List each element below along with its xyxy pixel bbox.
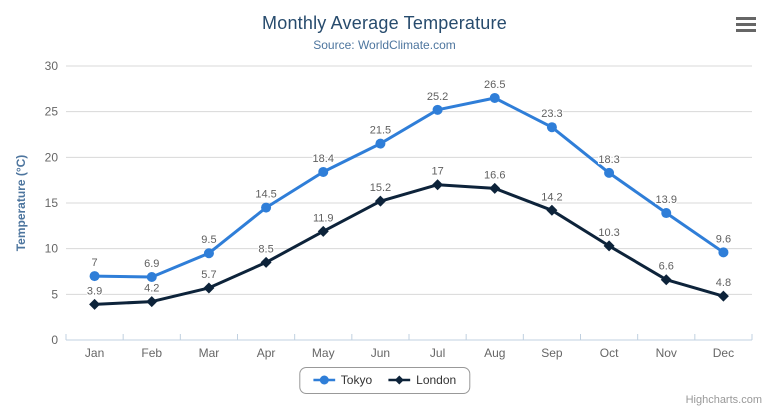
data-label: 14.2 [541,191,562,203]
data-point[interactable] [203,248,214,259]
x-tick-label: Oct [600,346,619,360]
diamond-marker-icon [388,375,411,385]
x-tick-label: Jan [85,346,104,360]
legend: Tokyo London [298,367,471,394]
data-point[interactable] [432,104,443,115]
data-point[interactable] [260,256,272,268]
data-label: 25.2 [427,91,448,103]
data-label: 21.5 [370,125,391,137]
data-label: 18.3 [598,154,619,166]
data-point[interactable] [317,225,329,237]
data-label: 4.2 [144,283,159,295]
data-label: 15.2 [370,182,391,194]
series-line [93,183,725,306]
x-tick-label: May [312,346,335,360]
x-tick-label: Apr [257,346,276,360]
data-point[interactable] [89,298,101,310]
x-tick-label: Aug [484,346,505,360]
x-tick-label: Sep [541,346,563,360]
data-label: 5.7 [201,269,216,281]
data-label: 13.9 [656,194,677,206]
data-label: 17 [431,166,443,178]
y-tick-label: 20 [45,150,59,164]
y-tick-label: 30 [45,59,59,73]
legend-item-tokyo[interactable]: Tokyo [312,373,373,387]
data-point[interactable] [717,290,729,302]
credits-link[interactable]: Highcharts.com [685,394,762,406]
data-point[interactable] [546,204,558,216]
data-point[interactable] [375,138,386,149]
data-label: 7 [92,257,98,269]
data-point[interactable] [374,195,386,207]
data-label: 3.9 [87,285,102,297]
y-tick-label: 10 [45,242,59,256]
data-label: 16.6 [484,169,505,181]
x-tick-label: Nov [656,346,677,360]
data-label: 9.5 [201,234,216,246]
y-tick-label: 5 [51,287,58,301]
circle-marker-icon [312,375,335,385]
x-tick-label: Feb [141,346,162,360]
data-label: 26.5 [484,79,505,91]
data-point[interactable] [546,122,557,133]
data-point[interactable] [661,208,672,219]
data-label: 11.9 [313,212,334,224]
data-label: 8.5 [258,243,273,255]
data-point[interactable] [146,271,157,282]
data-point[interactable] [604,167,615,178]
y-tick-label: 0 [51,333,58,347]
data-point[interactable] [603,240,615,252]
data-point[interactable] [146,296,158,308]
legend-label: London [416,373,457,387]
export-menu-button[interactable] [734,15,758,34]
data-label: 6.6 [659,261,674,273]
x-axis-labels: Jan Feb Mar Apr May Jun Jul Aug Sep Oct Nov Dec [85,346,734,360]
x-tick-label: Dec [713,346,734,360]
data-label: 6.9 [144,258,159,270]
x-tick-label: Mar [199,346,220,360]
legend-label: Tokyo [340,373,373,387]
y-axis-title: Temperature (°C) [14,154,28,252]
data-point[interactable] [489,92,500,103]
data-point[interactable] [89,271,100,282]
chart-title: Monthly Average Temperature [262,13,507,33]
hamburger-icon [736,17,756,20]
data-label: 10.3 [598,227,619,239]
series-tokyo: 7 6.9 9.5 14.5 18.4 21.5 25.2 26.5 23.3 18.3 13.9 9… [89,78,732,282]
data-point[interactable] [203,282,215,294]
data-point[interactable] [318,166,329,177]
x-tick-label: Jul [430,346,445,360]
data-point[interactable] [718,247,729,258]
data-label: 4.8 [716,277,731,289]
data-label: 18.4 [313,153,334,165]
chart-subtitle: Source: WorldClimate.com [313,38,456,52]
data-point[interactable] [489,182,501,194]
legend-item-london[interactable]: London [388,373,456,387]
series-line [93,96,725,279]
x-tick-label: Jun [371,346,390,360]
data-point[interactable] [432,179,444,191]
y-tick-label: 15 [45,196,59,210]
y-tick-label: 25 [45,105,59,119]
data-point[interactable] [660,274,672,286]
data-point[interactable] [261,202,272,213]
data-label: 9.6 [716,233,731,245]
data-label: 23.3 [541,108,562,120]
y-axis-labels: 0 5 10 15 20 25 30 [45,59,59,347]
x-axis-ticks [65,334,753,340]
series-london: 3.9 4.2 5.7 8.5 11.9 15.2 17 16.6 14.2 10.3 6.6 4.8 [86,164,732,310]
data-label: 14.5 [255,189,276,201]
